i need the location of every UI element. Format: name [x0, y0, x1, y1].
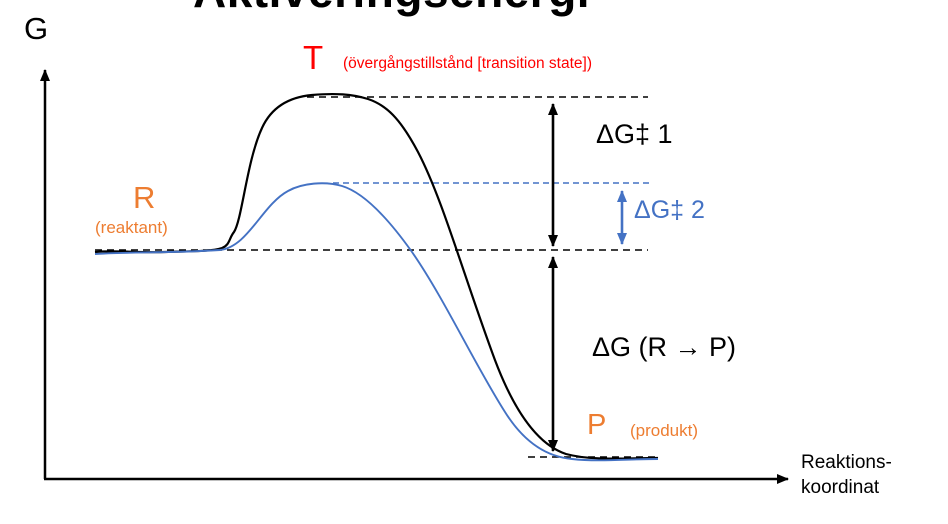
dg2-label: ΔG‡ 2: [634, 196, 705, 224]
product-description: (produkt): [630, 421, 699, 440]
transition-state-symbol: T: [303, 39, 324, 76]
transition-state-description: (övergångstillstånd [transition state]): [343, 55, 592, 72]
x-axis-label-line2: koordinat: [801, 476, 880, 498]
product-symbol: P: [587, 409, 607, 441]
x-axis-label-line1: Reaktions-: [801, 452, 892, 473]
dg1-label: ΔG‡ 1: [596, 119, 673, 149]
reactant-description: (reaktant): [95, 218, 168, 237]
x-axis-label: Reaktions- koordinat: [801, 451, 892, 500]
uncatalyzed-energy-curve: [94, 92, 659, 460]
reactant-symbol: R: [133, 180, 156, 215]
catalyzed-energy-curve: [94, 182, 659, 462]
dg-rp-label: ΔG (R → P): [592, 332, 737, 362]
y-axis-label: G: [24, 11, 49, 46]
page-title: Aktiveringsenergi: [193, 0, 590, 18]
